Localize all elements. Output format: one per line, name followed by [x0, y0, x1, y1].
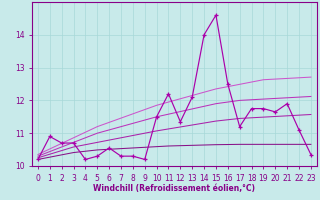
- X-axis label: Windchill (Refroidissement éolien,°C): Windchill (Refroidissement éolien,°C): [93, 184, 255, 193]
